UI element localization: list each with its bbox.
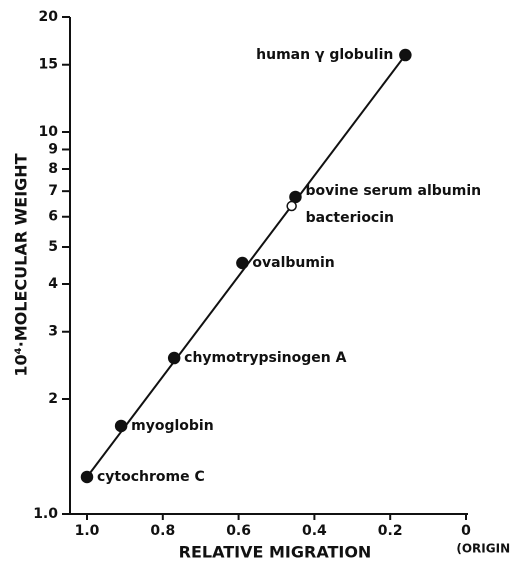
x-axis-label: RELATIVE MIGRATION <box>179 543 372 562</box>
point <box>236 256 249 270</box>
y-tick-label: 2 <box>48 391 58 407</box>
point <box>286 200 297 212</box>
x-tick-label: 0.2 <box>378 523 403 539</box>
y-tick-label: 4 <box>48 276 58 292</box>
y-tick-label: 1.0 <box>33 506 58 522</box>
x-tick-label: 0.4 <box>302 523 327 539</box>
point-label: bovine serum albumin <box>305 183 481 199</box>
y-tick-label: 20 <box>39 9 59 25</box>
x-tick-label: 0 <box>461 523 471 539</box>
y-tick-label: 9 <box>48 141 58 157</box>
y-tick-label: 15 <box>39 57 58 73</box>
y-tick-label: 6 <box>48 209 58 225</box>
y-tick-label: 7 <box>48 183 58 199</box>
point <box>114 419 128 433</box>
x-tick-label: 1.0 <box>75 523 100 539</box>
x-tick-label: 0.8 <box>150 523 175 539</box>
point <box>399 48 412 62</box>
point-label: human γ globulin <box>256 47 393 63</box>
point-label: chymotrypsinogen A <box>184 350 346 366</box>
x-tick-label: 0.6 <box>226 523 251 539</box>
y-tick-label: 8 <box>48 161 58 177</box>
point-label: bacteriocin <box>306 210 394 226</box>
point-label: ovalbumin <box>252 255 334 271</box>
point <box>167 351 181 365</box>
point <box>80 470 94 484</box>
annotation: (ORIGIN) <box>456 542 511 556</box>
point-label: myoglobin <box>131 418 214 434</box>
y-tick-label: 10 <box>39 124 59 140</box>
y-axis-label: 10⁴·MOLECULAR WEIGHT <box>12 153 31 376</box>
y-tick-label: 5 <box>48 239 58 255</box>
point-label: cytochrome C <box>97 469 205 485</box>
y-tick-label: 3 <box>48 324 58 340</box>
